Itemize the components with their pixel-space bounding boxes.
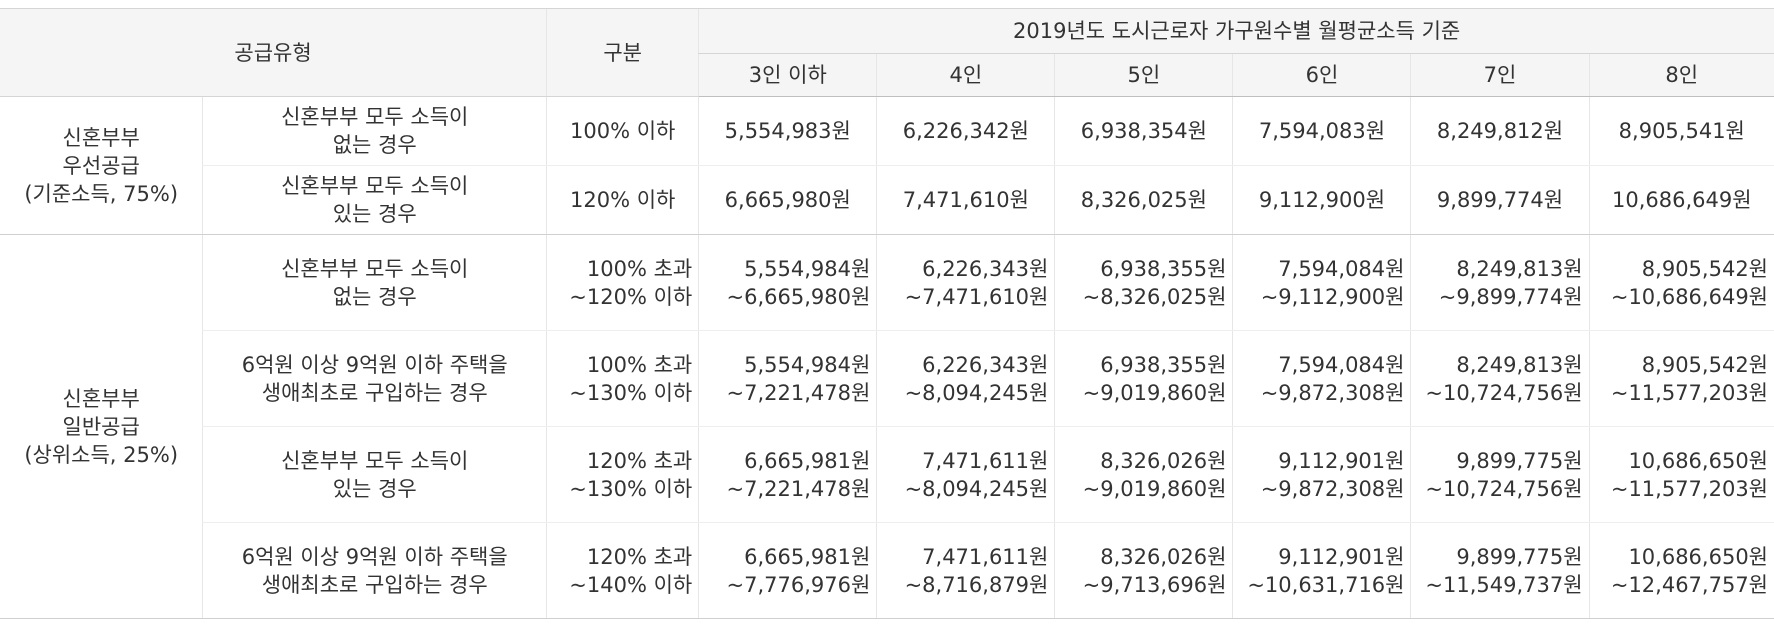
amount-cell: 9,112,900원 bbox=[1232, 165, 1411, 235]
range-cell: 100% 초과 ~120% 이하 bbox=[546, 234, 699, 331]
income-criteria-table-wrapper: 공급유형 구분 2019년도 도시근로자 가구원수별 월평균소득 기준 3인 이… bbox=[0, 8, 1774, 619]
amount-cell: 8,249,813원 ~9,899,774원 bbox=[1410, 234, 1590, 331]
amount-cell: 5,554,984원 ~7,221,478원 bbox=[698, 330, 877, 427]
amount-cell: 6,665,980원 bbox=[698, 165, 877, 235]
condition-cell: 신혼부부 모두 소득이 없는 경우 bbox=[202, 234, 547, 331]
amount-cell: 8,249,812원 bbox=[1410, 96, 1590, 166]
amount-cell: 6,938,354원 bbox=[1054, 96, 1233, 166]
amount-cell: 8,249,813원 ~10,724,756원 bbox=[1410, 330, 1590, 427]
income-criteria-table: 공급유형 구분 2019년도 도시근로자 가구원수별 월평균소득 기준 3인 이… bbox=[0, 8, 1774, 619]
header-supply-type: 공급유형 bbox=[0, 8, 547, 97]
table-row: 신혼부부 모두 소득이 있는 경우 120% 이하 6,665,980원 7,4… bbox=[0, 165, 1774, 235]
amount-cell: 7,594,083원 bbox=[1232, 96, 1411, 166]
amount-cell: 6,938,355원 ~8,326,025원 bbox=[1054, 234, 1233, 331]
table-row: 신혼부부 우선공급 (기준소득, 75%) 신혼부부 모두 소득이 없는 경우 … bbox=[0, 96, 1774, 235]
amount-cell: 6,665,981원 ~7,776,976원 bbox=[698, 522, 877, 619]
amount-cell: 9,899,775원 ~10,724,756원 bbox=[1410, 426, 1590, 523]
amount-cell: 9,112,901원 ~10,631,716원 bbox=[1232, 522, 1411, 619]
header-household-4: 4인 bbox=[876, 53, 1055, 97]
amount-cell: 5,554,984원 ~6,665,980원 bbox=[698, 234, 877, 331]
condition-cell: 6억원 이상 9억원 이하 주택을 생애최초로 구입하는 경우 bbox=[202, 522, 547, 619]
amount-cell: 8,326,026원 ~9,019,860원 bbox=[1054, 426, 1233, 523]
range-cell: 120% 초과 ~140% 이하 bbox=[546, 522, 699, 619]
header-household-8: 8인 bbox=[1588, 53, 1774, 97]
header-category: 구분 bbox=[546, 8, 699, 97]
table-row: 신혼부부 모두 소득이 있는 경우 120% 초과 ~130% 이하 6,665… bbox=[0, 426, 1774, 523]
amount-cell: 5,554,983원 bbox=[698, 96, 877, 166]
condition-cell: 신혼부부 모두 소득이 있는 경우 bbox=[202, 426, 547, 523]
table-row: 6억원 이상 9억원 이하 주택을 생애최초로 구입하는 경우 120% 초과 … bbox=[0, 522, 1774, 619]
amount-cell: 6,226,343원 ~7,471,610원 bbox=[876, 234, 1055, 331]
table-row: 6억원 이상 9억원 이하 주택을 생애최초로 구입하는 경우 100% 초과 … bbox=[0, 330, 1774, 427]
amount-cell: 7,471,611원 ~8,094,245원 bbox=[876, 426, 1055, 523]
range-cell: 120% 이하 bbox=[546, 165, 699, 235]
header-household-3: 3인 이하 bbox=[698, 53, 877, 97]
header-household-5: 5인 bbox=[1054, 53, 1233, 97]
amount-cell: 9,899,774원 bbox=[1410, 165, 1590, 235]
amount-cell: 9,112,901원 ~9,872,308원 bbox=[1232, 426, 1411, 523]
amount-cell: 7,471,611원 ~8,716,879원 bbox=[876, 522, 1055, 619]
amount-cell: 6,938,355원 ~9,019,860원 bbox=[1054, 330, 1233, 427]
amount-cell: 6,226,342원 bbox=[876, 96, 1055, 166]
condition-cell: 신혼부부 모두 소득이 있는 경우 bbox=[202, 165, 547, 235]
condition-cell: 신혼부부 모두 소득이 없는 경우 bbox=[202, 96, 547, 166]
amount-cell: 7,594,084원 ~9,872,308원 bbox=[1232, 330, 1411, 427]
amount-cell: 8,905,541원 bbox=[1588, 96, 1774, 166]
amount-cell: 8,905,542원 ~10,686,649원 bbox=[1588, 234, 1774, 331]
amount-cell: 9,899,775원 ~11,549,737원 bbox=[1410, 522, 1590, 619]
amount-cell: 8,326,025원 bbox=[1054, 165, 1233, 235]
amount-cell: 10,686,649원 bbox=[1588, 165, 1774, 235]
amount-cell: 8,326,026원 ~9,713,696원 bbox=[1054, 522, 1233, 619]
condition-cell: 6억원 이상 9억원 이하 주택을 생애최초로 구입하는 경우 bbox=[202, 330, 547, 427]
header-household-7: 7인 bbox=[1410, 53, 1590, 97]
range-cell: 120% 초과 ~130% 이하 bbox=[546, 426, 699, 523]
amount-cell: 10,686,650원 ~11,577,203원 bbox=[1588, 426, 1774, 523]
range-cell: 100% 초과 ~130% 이하 bbox=[546, 330, 699, 427]
header-income-basis: 2019년도 도시근로자 가구원수별 월평균소득 기준 bbox=[698, 8, 1774, 54]
amount-cell: 8,905,542원 ~11,577,203원 bbox=[1588, 330, 1774, 427]
amount-cell: 7,594,084원 ~9,112,900원 bbox=[1232, 234, 1411, 331]
header-household-6: 6인 bbox=[1232, 53, 1411, 97]
range-cell: 100% 이하 bbox=[546, 96, 699, 166]
table-row: 신혼부부 일반공급 (상위소득, 25%) 신혼부부 모두 소득이 없는 경우 … bbox=[0, 234, 1774, 619]
group-label-priority: 신혼부부 우선공급 (기준소득, 75%) bbox=[0, 96, 203, 235]
amount-cell: 6,665,981원 ~7,221,478원 bbox=[698, 426, 877, 523]
group-label-general: 신혼부부 일반공급 (상위소득, 25%) bbox=[0, 234, 203, 619]
amount-cell: 10,686,650원 ~12,467,757원 bbox=[1588, 522, 1774, 619]
amount-cell: 7,471,610원 bbox=[876, 165, 1055, 235]
amount-cell: 6,226,343원 ~8,094,245원 bbox=[876, 330, 1055, 427]
